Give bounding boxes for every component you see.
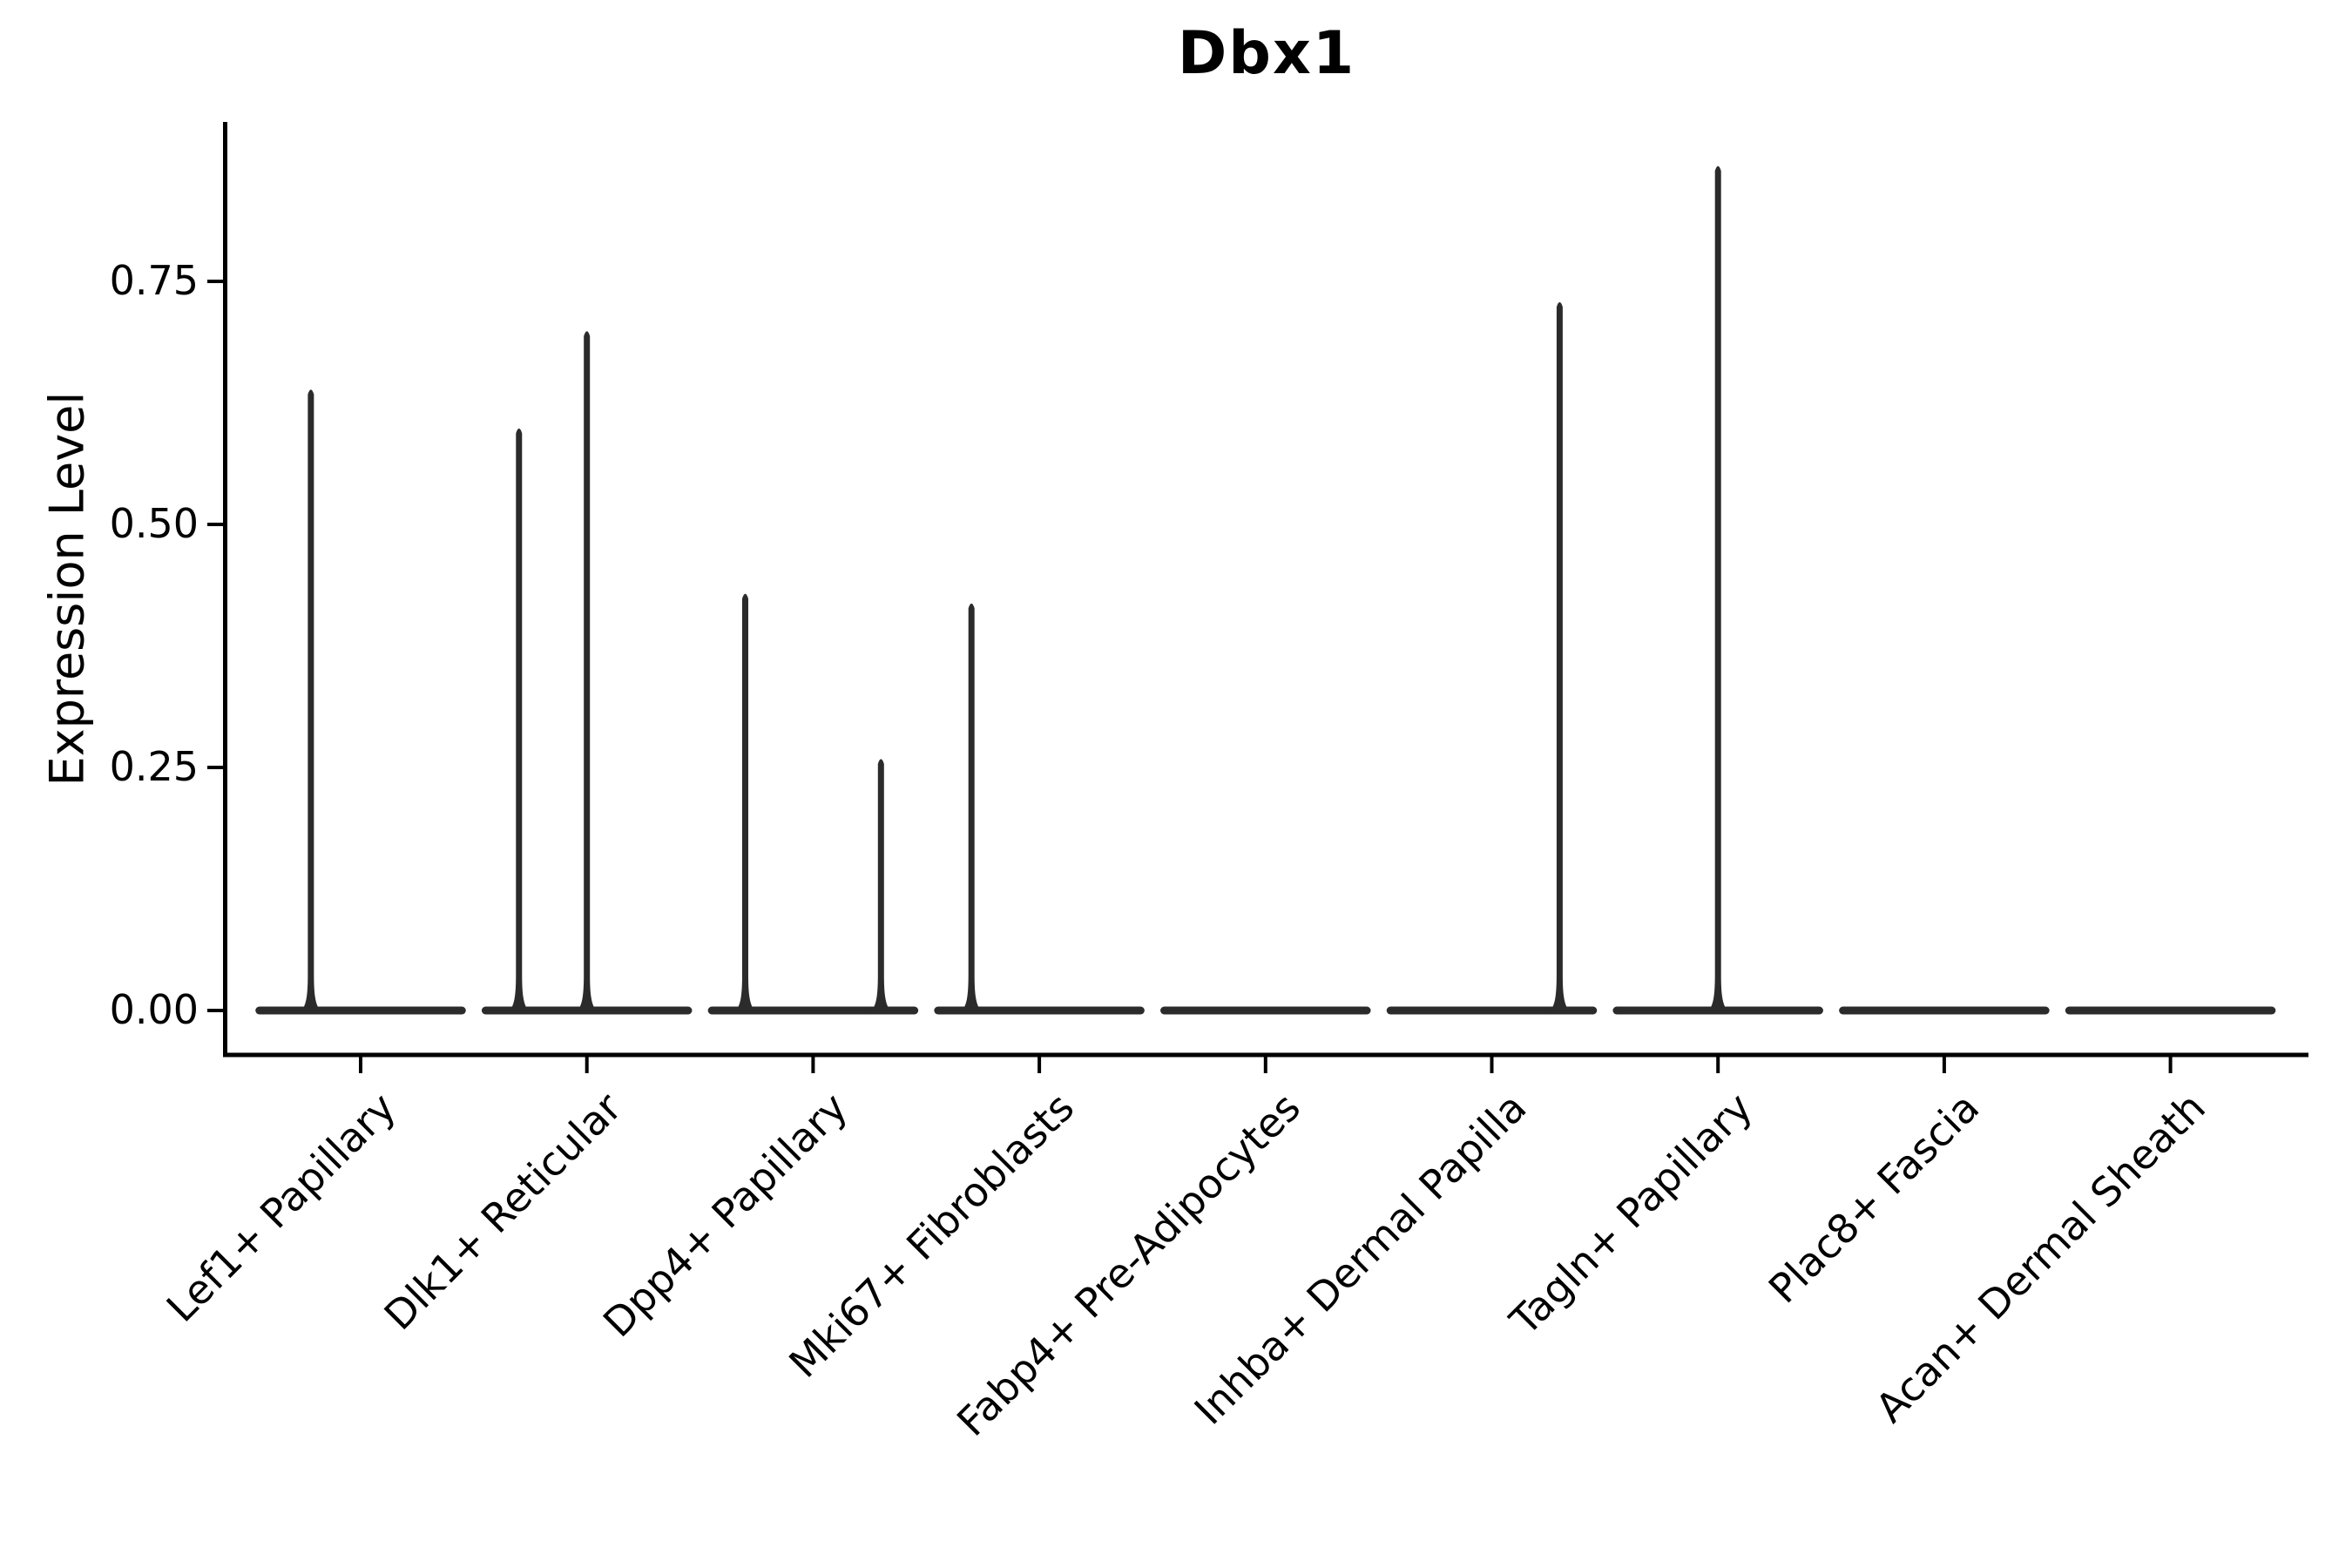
violin-spike [574, 331, 599, 1012]
y-tick-label: 0.25 [109, 742, 199, 790]
y-axis-label: Expression Level [39, 391, 95, 787]
violin-spike [959, 603, 984, 1012]
violin-spike [1547, 301, 1572, 1012]
violin-spike [868, 759, 894, 1012]
violin-body [2065, 1006, 2276, 1015]
violin-body [255, 1006, 466, 1015]
violin-body [934, 1006, 1145, 1015]
violin-body [1160, 1006, 1371, 1015]
violin-spike [298, 389, 323, 1012]
violin-spike [1706, 166, 1731, 1012]
chart-title: Dbx1 [1177, 19, 1356, 88]
y-tick-label: 0.50 [109, 499, 199, 547]
violin-body [707, 1006, 919, 1015]
y-tick-label: 0.75 [109, 256, 199, 304]
y-tick-label: 0.00 [109, 985, 199, 1033]
violin-spike [733, 593, 758, 1012]
violin-body [1839, 1006, 2050, 1015]
violin-body [1386, 1006, 1598, 1015]
violin-spike [506, 428, 531, 1012]
